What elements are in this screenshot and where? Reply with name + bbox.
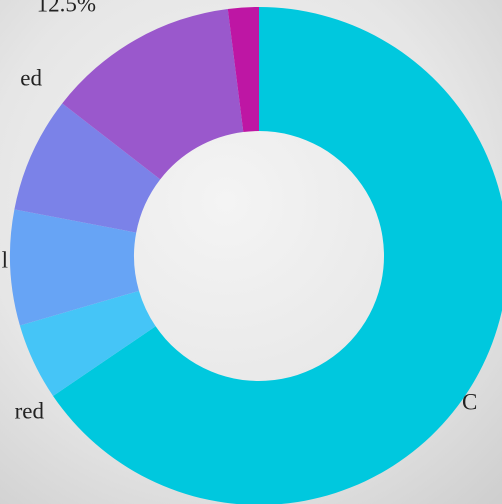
slice xyxy=(53,7,502,504)
category-label: ed xyxy=(20,65,42,90)
slice xyxy=(14,103,161,233)
value-label: 12.5% xyxy=(37,0,96,16)
donut xyxy=(10,7,502,504)
category-label: red xyxy=(15,398,45,423)
slice xyxy=(10,209,139,326)
slice xyxy=(62,8,244,180)
category-label: l xyxy=(2,247,8,272)
slice xyxy=(19,290,156,396)
category-label: C xyxy=(462,389,477,414)
slice xyxy=(227,7,259,132)
